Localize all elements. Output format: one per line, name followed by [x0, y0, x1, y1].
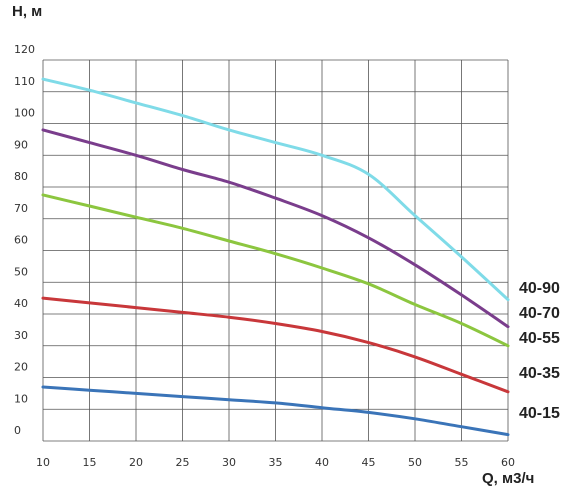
- x-tick-label: 35: [269, 456, 283, 469]
- y-tick-label: 80: [14, 170, 28, 183]
- series-label-40-90: 40-90: [519, 280, 560, 297]
- x-tick-label: 30: [222, 456, 236, 469]
- series-label-40-15: 40-15: [519, 405, 560, 422]
- y-axis-tick-labels: 0 10 20 30 40 50 60 70 80 90 100 110 120: [14, 43, 35, 437]
- curves: [41, 77, 510, 437]
- x-tick-label: 15: [83, 456, 97, 469]
- y-tick-label: 20: [14, 361, 28, 374]
- y-tick-label: 70: [14, 202, 28, 215]
- y-tick-label: 0: [14, 424, 21, 437]
- series-label-40-70: 40-70: [519, 305, 560, 322]
- y-axis-title: H, м: [12, 3, 42, 20]
- y-tick-label: 90: [14, 138, 28, 151]
- y-tick-label: 10: [14, 392, 28, 405]
- x-tick-label: 45: [362, 456, 376, 469]
- x-tick-label: 25: [176, 456, 190, 469]
- y-tick-label: 50: [14, 265, 28, 278]
- curve-40-35: [41, 296, 510, 394]
- x-axis-title: Q, м3/ч: [482, 470, 534, 487]
- series-label-40-55: 40-55: [519, 330, 560, 347]
- y-tick-label: 30: [14, 329, 28, 342]
- curve-40-15: [41, 385, 510, 437]
- x-tick-label: 50: [408, 456, 422, 469]
- x-axis-tick-labels: 10 15 20 25 30 35 40 45 50 55 60: [36, 456, 515, 469]
- x-tick-label: 20: [129, 456, 143, 469]
- y-tick-label: 100: [14, 107, 35, 120]
- x-tick-label: 40: [315, 456, 329, 469]
- curve-40-90: [41, 77, 510, 302]
- series-labels: 40-90 40-70 40-55 40-35 40-15: [519, 280, 560, 422]
- x-tick-label: 10: [36, 456, 50, 469]
- grid: [42, 59, 509, 442]
- curve-40-55: [41, 193, 510, 348]
- y-tick-label: 110: [14, 75, 35, 88]
- y-tick-label: 120: [14, 43, 35, 56]
- x-tick-label: 55: [455, 456, 469, 469]
- y-tick-label: 40: [14, 297, 28, 310]
- x-tick-label: 60: [501, 456, 515, 469]
- series-label-40-35: 40-35: [519, 365, 560, 382]
- y-tick-label: 60: [14, 234, 28, 247]
- curve-40-70: [41, 128, 510, 329]
